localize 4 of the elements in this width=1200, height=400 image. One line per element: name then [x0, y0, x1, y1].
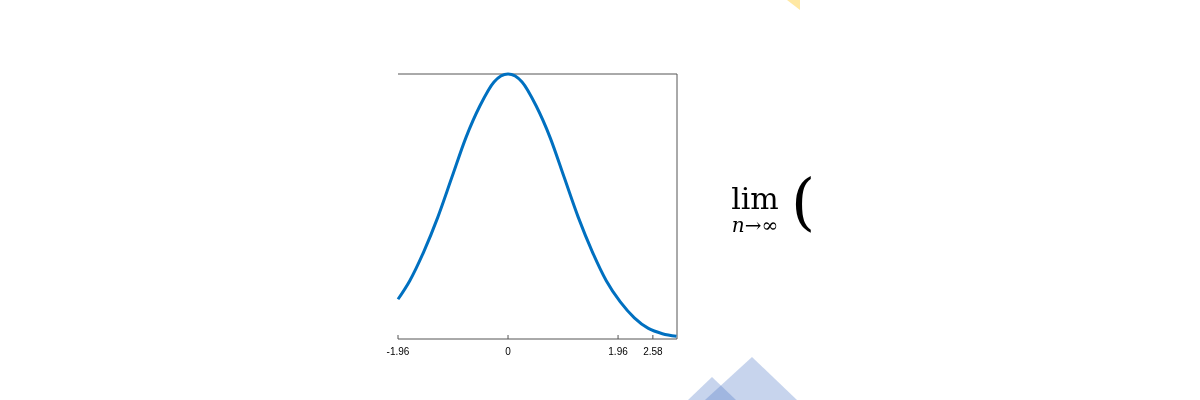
x-tick-label: 1.96	[608, 346, 629, 357]
x-tick-label: 0	[505, 346, 512, 357]
x-tick-label: -1.96	[386, 346, 410, 357]
x-tick-label: 2.58	[643, 346, 664, 357]
